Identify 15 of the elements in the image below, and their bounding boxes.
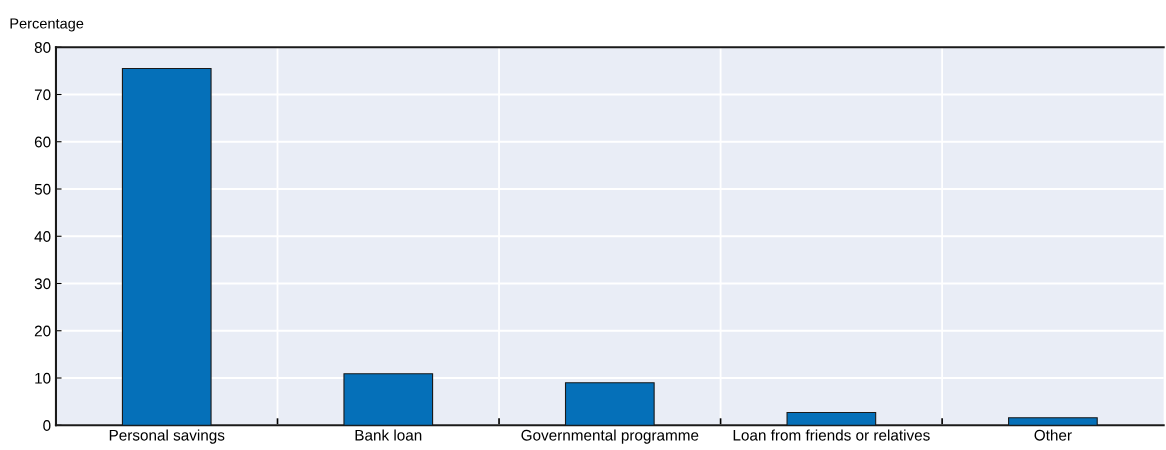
y-tick-label: 60: [34, 136, 51, 148]
y-tick-label: 10: [35, 372, 51, 384]
y-axis-title: Percentage: [10, 18, 84, 32]
y-tick-label: 40: [34, 231, 51, 242]
y-tick-label: 30: [34, 278, 51, 290]
y-tick-label: 20: [34, 325, 51, 337]
x-tick-label: Personal savings: [109, 429, 225, 444]
x-tick-label: Other: [1034, 429, 1072, 441]
x-tick-label: Bank loan: [355, 429, 422, 441]
y-tick-label: 50: [34, 183, 51, 195]
y-tick-label: 80: [34, 42, 51, 53]
x-tick-label: Governmental programme: [521, 429, 699, 444]
x-tick-label: Loan from friends or relatives: [733, 429, 930, 441]
y-tick-label: 0: [43, 420, 51, 431]
y-tick-label: 70: [34, 89, 51, 101]
